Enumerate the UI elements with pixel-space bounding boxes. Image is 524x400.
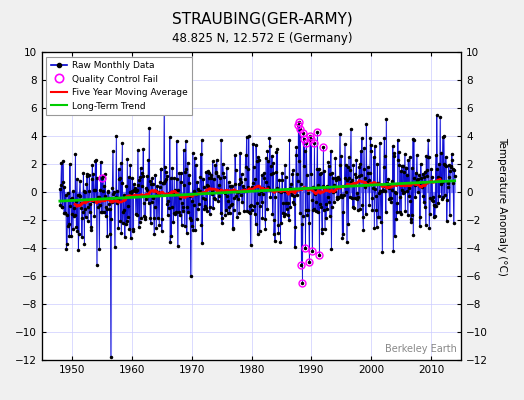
Legend: Raw Monthly Data, Quality Control Fail, Five Year Moving Average, Long-Term Tren: Raw Monthly Data, Quality Control Fail, …: [47, 56, 192, 115]
Y-axis label: Temperature Anomaly (°C): Temperature Anomaly (°C): [497, 136, 507, 276]
Text: 48.825 N, 12.572 E (Germany): 48.825 N, 12.572 E (Germany): [172, 32, 352, 45]
Text: Berkeley Earth: Berkeley Earth: [385, 344, 457, 354]
Text: STRAUBING(GER-ARMY): STRAUBING(GER-ARMY): [172, 12, 352, 27]
